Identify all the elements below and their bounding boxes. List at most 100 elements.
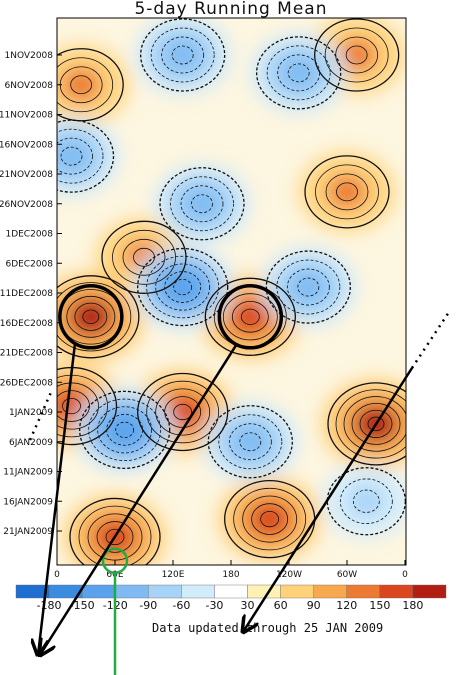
colorbar-label: 180 (402, 599, 423, 612)
colorbar-label: 60 (274, 599, 288, 612)
contour-3-2 (155, 388, 211, 436)
contour-9-0 (57, 48, 124, 122)
colorbar-swatch (313, 584, 347, 599)
contour-18-0 (159, 167, 245, 241)
colorbar-label: 150 (369, 599, 390, 612)
colorbar-label: 120 (336, 599, 357, 612)
contour-1-2 (222, 293, 278, 341)
chart-title: 5-day Running Mean (134, 0, 327, 19)
contour-11-2 (155, 263, 211, 311)
x-tick-label: 120W (276, 570, 302, 580)
annotation-arrow-1 (38, 344, 77, 655)
contour-5-3 (251, 503, 289, 535)
contour-0-5 (82, 309, 100, 325)
colorbar-swatch (379, 584, 414, 599)
contour-16-3 (171, 45, 194, 65)
y-tick-label: 16DEC2008 (0, 319, 53, 329)
contour-4-2 (343, 396, 406, 452)
contour-13-1 (276, 259, 341, 315)
y-tick-label: 11NOV2008 (0, 111, 53, 121)
anomaly-core-positive-7 (327, 175, 367, 209)
anomaly-core-negative-11 (161, 269, 204, 306)
contour-13-2 (286, 268, 330, 306)
contour-18-2 (180, 185, 224, 223)
contour-2-4 (62, 397, 81, 415)
colorbar-swatch (346, 584, 381, 599)
contour-0-4 (74, 302, 108, 331)
contour-15-2 (277, 54, 321, 92)
colorbar-swatch (280, 584, 314, 599)
contour-9-3 (70, 75, 93, 95)
y-tick-label: 6NOV2008 (5, 81, 54, 91)
colorbar-swatch (148, 584, 182, 599)
y-tick-label: 6DEC2008 (5, 259, 53, 269)
anomaly-core-negative-15 (278, 56, 319, 90)
y-tick-label: 11JAN2009 (3, 468, 53, 478)
colorbar-label: -90 (139, 599, 157, 612)
contour-17-2 (57, 137, 93, 175)
contour-12-3 (106, 414, 144, 446)
y-tick-label: 26DEC2008 (0, 378, 53, 388)
contour-4-5 (367, 416, 385, 432)
colorbar-swatch (412, 584, 447, 599)
annotation-dotted-2 (410, 311, 451, 369)
contour-12-1 (88, 398, 162, 462)
x-tick-label: 0 (402, 570, 408, 580)
annotations (28, 284, 451, 675)
contour-11-4 (173, 278, 193, 296)
contour-1-3 (231, 300, 269, 333)
contour-10-3 (345, 45, 368, 65)
y-tick-label: 16JAN2009 (3, 497, 53, 507)
y-tick-label: 16NOV2008 (0, 140, 53, 150)
contour-15-1 (266, 45, 331, 101)
contour-15-3 (287, 63, 310, 83)
contour-16-0 (140, 18, 226, 92)
colorbar-swatch (247, 584, 281, 599)
contour-18-1 (170, 176, 234, 232)
contour-10-0 (314, 18, 400, 92)
y-axis: 1NOV2008 6NOV2008 11NOV2008 16NOV2008 21NOV2… (0, 51, 62, 537)
y-tick-label: 6JAN2009 (9, 438, 53, 448)
contour-19-0 (326, 467, 406, 536)
contour-12-4 (115, 421, 135, 438)
contour-8-2 (122, 238, 166, 276)
contour-7-1 (315, 164, 379, 220)
y-tick-label: 1DEC2008 (5, 230, 53, 240)
contour-3-0 (137, 372, 229, 452)
contour-8-0 (101, 220, 187, 294)
colorbar-label: -180 (37, 599, 62, 612)
contour-4-0 (327, 382, 406, 466)
contour-17-1 (57, 128, 104, 184)
contour-11-1 (146, 255, 220, 319)
contour-14-3 (239, 432, 262, 452)
contour-19-2 (352, 489, 380, 513)
contour-16-1 (150, 27, 215, 83)
colorbar-swatch (81, 584, 116, 599)
anomaly-core-negative-17 (57, 139, 92, 173)
contour-17-3 (60, 146, 83, 166)
colorbar-swatch (115, 584, 149, 599)
x-tick-label: 0 (54, 570, 60, 580)
contour-17-0 (57, 119, 115, 193)
y-tick-label: 21NOV2008 (0, 170, 53, 180)
contour-12-2 (97, 406, 153, 454)
contour-8-1 (112, 229, 176, 285)
x-tick-label: 60W (337, 570, 357, 580)
anomaly-core-positive-5 (248, 501, 291, 538)
contour-11-3 (164, 271, 202, 303)
contour-7-2 (325, 173, 369, 211)
contour-3-4 (173, 403, 193, 421)
colorbar-label: -150 (70, 599, 95, 612)
contour-0-0 (57, 275, 140, 359)
annotation-arrow-3 (243, 367, 414, 632)
contour-4-1 (335, 389, 406, 459)
contour-10-1 (324, 27, 389, 83)
contour-16-2 (161, 36, 205, 74)
contour-14-0 (207, 405, 293, 479)
contour-13-3 (297, 277, 320, 297)
contour-3-1 (146, 380, 220, 444)
contour-11-0 (137, 247, 229, 327)
